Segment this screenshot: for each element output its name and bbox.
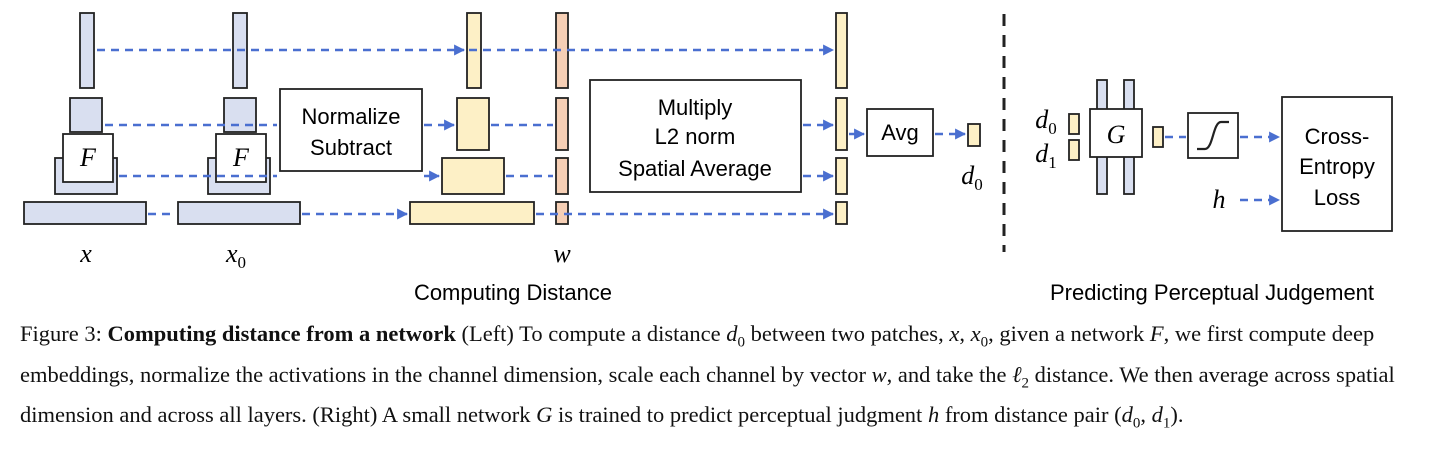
var-x0-label: x0 bbox=[225, 239, 246, 272]
caption-text: and take the bbox=[897, 361, 1007, 387]
figure-label: Figure 3: bbox=[20, 321, 102, 346]
figure-caption: Figure 3: Computing distance from a netw… bbox=[20, 318, 1420, 440]
spatial-average-label: Spatial Average bbox=[618, 156, 772, 181]
caption-text: distance. We then average across spatial… bbox=[20, 361, 1395, 428]
var-h-label: h bbox=[1213, 185, 1226, 214]
normalized-features bbox=[409, 12, 535, 225]
per-layer-distances bbox=[835, 12, 848, 225]
caption-title: Computing distance from a network bbox=[107, 321, 456, 346]
var-d0-input-label: d0 bbox=[1035, 105, 1057, 138]
l2-norm-label: L2 norm bbox=[655, 124, 736, 149]
sigmoid-icon bbox=[1197, 120, 1229, 151]
caption-text: (Left) To compute a distance bbox=[461, 321, 721, 346]
caption-text: is trained bbox=[558, 402, 642, 427]
caption-pd1: d1 bbox=[1151, 402, 1171, 432]
caption-text: to predict perceptual judgment bbox=[646, 402, 923, 427]
network-f-label-x: F bbox=[79, 143, 97, 172]
weight-vectors-w bbox=[555, 12, 569, 225]
caption-text: , bbox=[886, 361, 893, 387]
var-d0-label: d0 bbox=[961, 161, 983, 194]
caption-d0: d0 bbox=[726, 321, 746, 351]
network-g-label: G bbox=[1107, 120, 1126, 149]
var-d1-input-label: d1 bbox=[1035, 139, 1057, 172]
d0-output bbox=[967, 123, 981, 147]
network-f-label-x0: F bbox=[232, 143, 250, 172]
caption-pd0: d0 bbox=[1121, 402, 1141, 432]
avg-box bbox=[866, 108, 934, 157]
g-output bbox=[1152, 126, 1164, 148]
var-x-label: x bbox=[79, 239, 92, 268]
dashed-arrows-right bbox=[1240, 131, 1281, 206]
caption-ell2: ℓ2 bbox=[1012, 361, 1030, 392]
caption-text: from distance pair ( bbox=[944, 402, 1122, 427]
caption-text: , bbox=[1140, 402, 1146, 427]
cross-entropy-loss-box bbox=[1281, 96, 1393, 232]
caption-x0: x0 bbox=[970, 321, 989, 351]
cross-label: Cross- bbox=[1305, 124, 1370, 149]
normalize-label: Normalize bbox=[301, 104, 400, 129]
caption-text: , bbox=[959, 321, 965, 346]
avg-label: Avg bbox=[881, 120, 919, 145]
subtract-label: Subtract bbox=[310, 135, 392, 160]
multiply-label: Multiply bbox=[658, 95, 733, 120]
computing-distance-title: Computing Distance bbox=[414, 280, 612, 305]
caption-h: h bbox=[927, 402, 940, 427]
entropy-label: Entropy bbox=[1299, 154, 1375, 179]
caption-w: w bbox=[871, 361, 887, 387]
caption-x: x bbox=[949, 321, 960, 346]
network-g bbox=[1089, 79, 1143, 195]
network-distance-diagram: F x F x0 Normalize Subtract w Multiply L… bbox=[23, 12, 1393, 305]
network-stack-x bbox=[23, 12, 147, 225]
var-w-label: w bbox=[553, 239, 571, 268]
caption-text: , we first compute deep embeddings, norm… bbox=[20, 321, 1375, 387]
d-pair-inputs bbox=[1068, 113, 1080, 161]
caption-text: , given a network bbox=[988, 321, 1145, 346]
caption-text: between two patches, bbox=[750, 321, 944, 346]
caption-text: ). bbox=[1170, 402, 1184, 427]
caption-net-f: F bbox=[1149, 321, 1164, 346]
predicting-judgement-title: Predicting Perceptual Judgement bbox=[1050, 280, 1374, 305]
multiply-norm-average-box bbox=[589, 79, 802, 193]
loss-label: Loss bbox=[1314, 185, 1360, 210]
dashed-arrows-left bbox=[97, 44, 967, 220]
normalize-subtract-box bbox=[279, 88, 423, 172]
caption-net-g: G bbox=[536, 402, 553, 427]
